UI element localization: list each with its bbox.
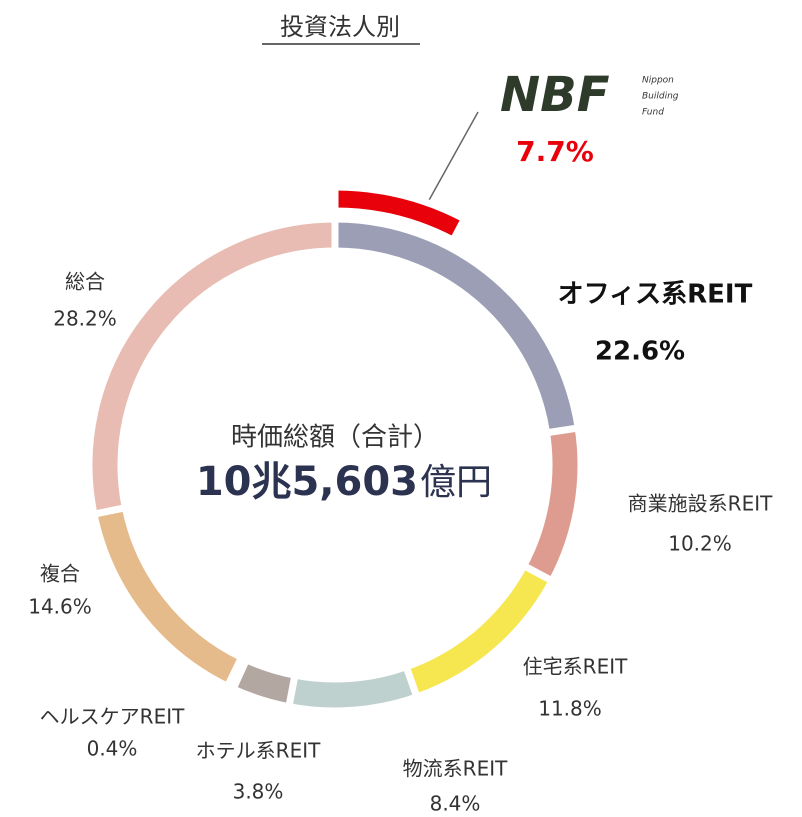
- donut-segment: [89, 503, 247, 691]
- value-label: 10.2%: [668, 532, 732, 556]
- logo-line: Fund: [642, 108, 664, 118]
- category-label: 商業施設系REIT: [628, 492, 773, 516]
- chart-title: 投資法人別: [280, 13, 400, 41]
- value-label: 3.8%: [233, 780, 284, 804]
- value-label: 14.6%: [28, 595, 92, 619]
- value-label: 28.2%: [53, 307, 117, 331]
- category-label: 住宅系REIT: [523, 655, 628, 679]
- donut-segment: [519, 424, 585, 586]
- category-label: オフィス系REIT: [558, 280, 753, 310]
- highlight-label: 7.7%: [516, 135, 594, 168]
- value-label: 8.4%: [430, 792, 481, 816]
- total-unit: 億円: [420, 462, 492, 503]
- nbf-logo: NBF: [500, 67, 610, 123]
- category-label: 総合: [65, 270, 105, 294]
- highlight-arc: [331, 183, 470, 245]
- logo-line: Building: [642, 92, 679, 102]
- category-label: ヘルスケアREIT: [40, 705, 185, 729]
- category-label: 物流系REIT: [403, 757, 508, 781]
- total-value: 10兆5,603: [196, 459, 418, 505]
- donut-segment: [85, 215, 339, 519]
- value-label: 11.8%: [538, 697, 602, 721]
- donut-segment: [284, 662, 422, 715]
- logo-line: Nippon: [642, 76, 674, 86]
- donut-segment: [331, 215, 583, 437]
- value-label: 22.6%: [595, 337, 685, 367]
- leader-line: [427, 111, 479, 203]
- category-label: 複合: [40, 562, 80, 586]
- center-label: 時価総額（合計）: [231, 423, 439, 453]
- value-label: 0.4%: [87, 737, 138, 761]
- category-label: ホテル系REIT: [196, 739, 321, 763]
